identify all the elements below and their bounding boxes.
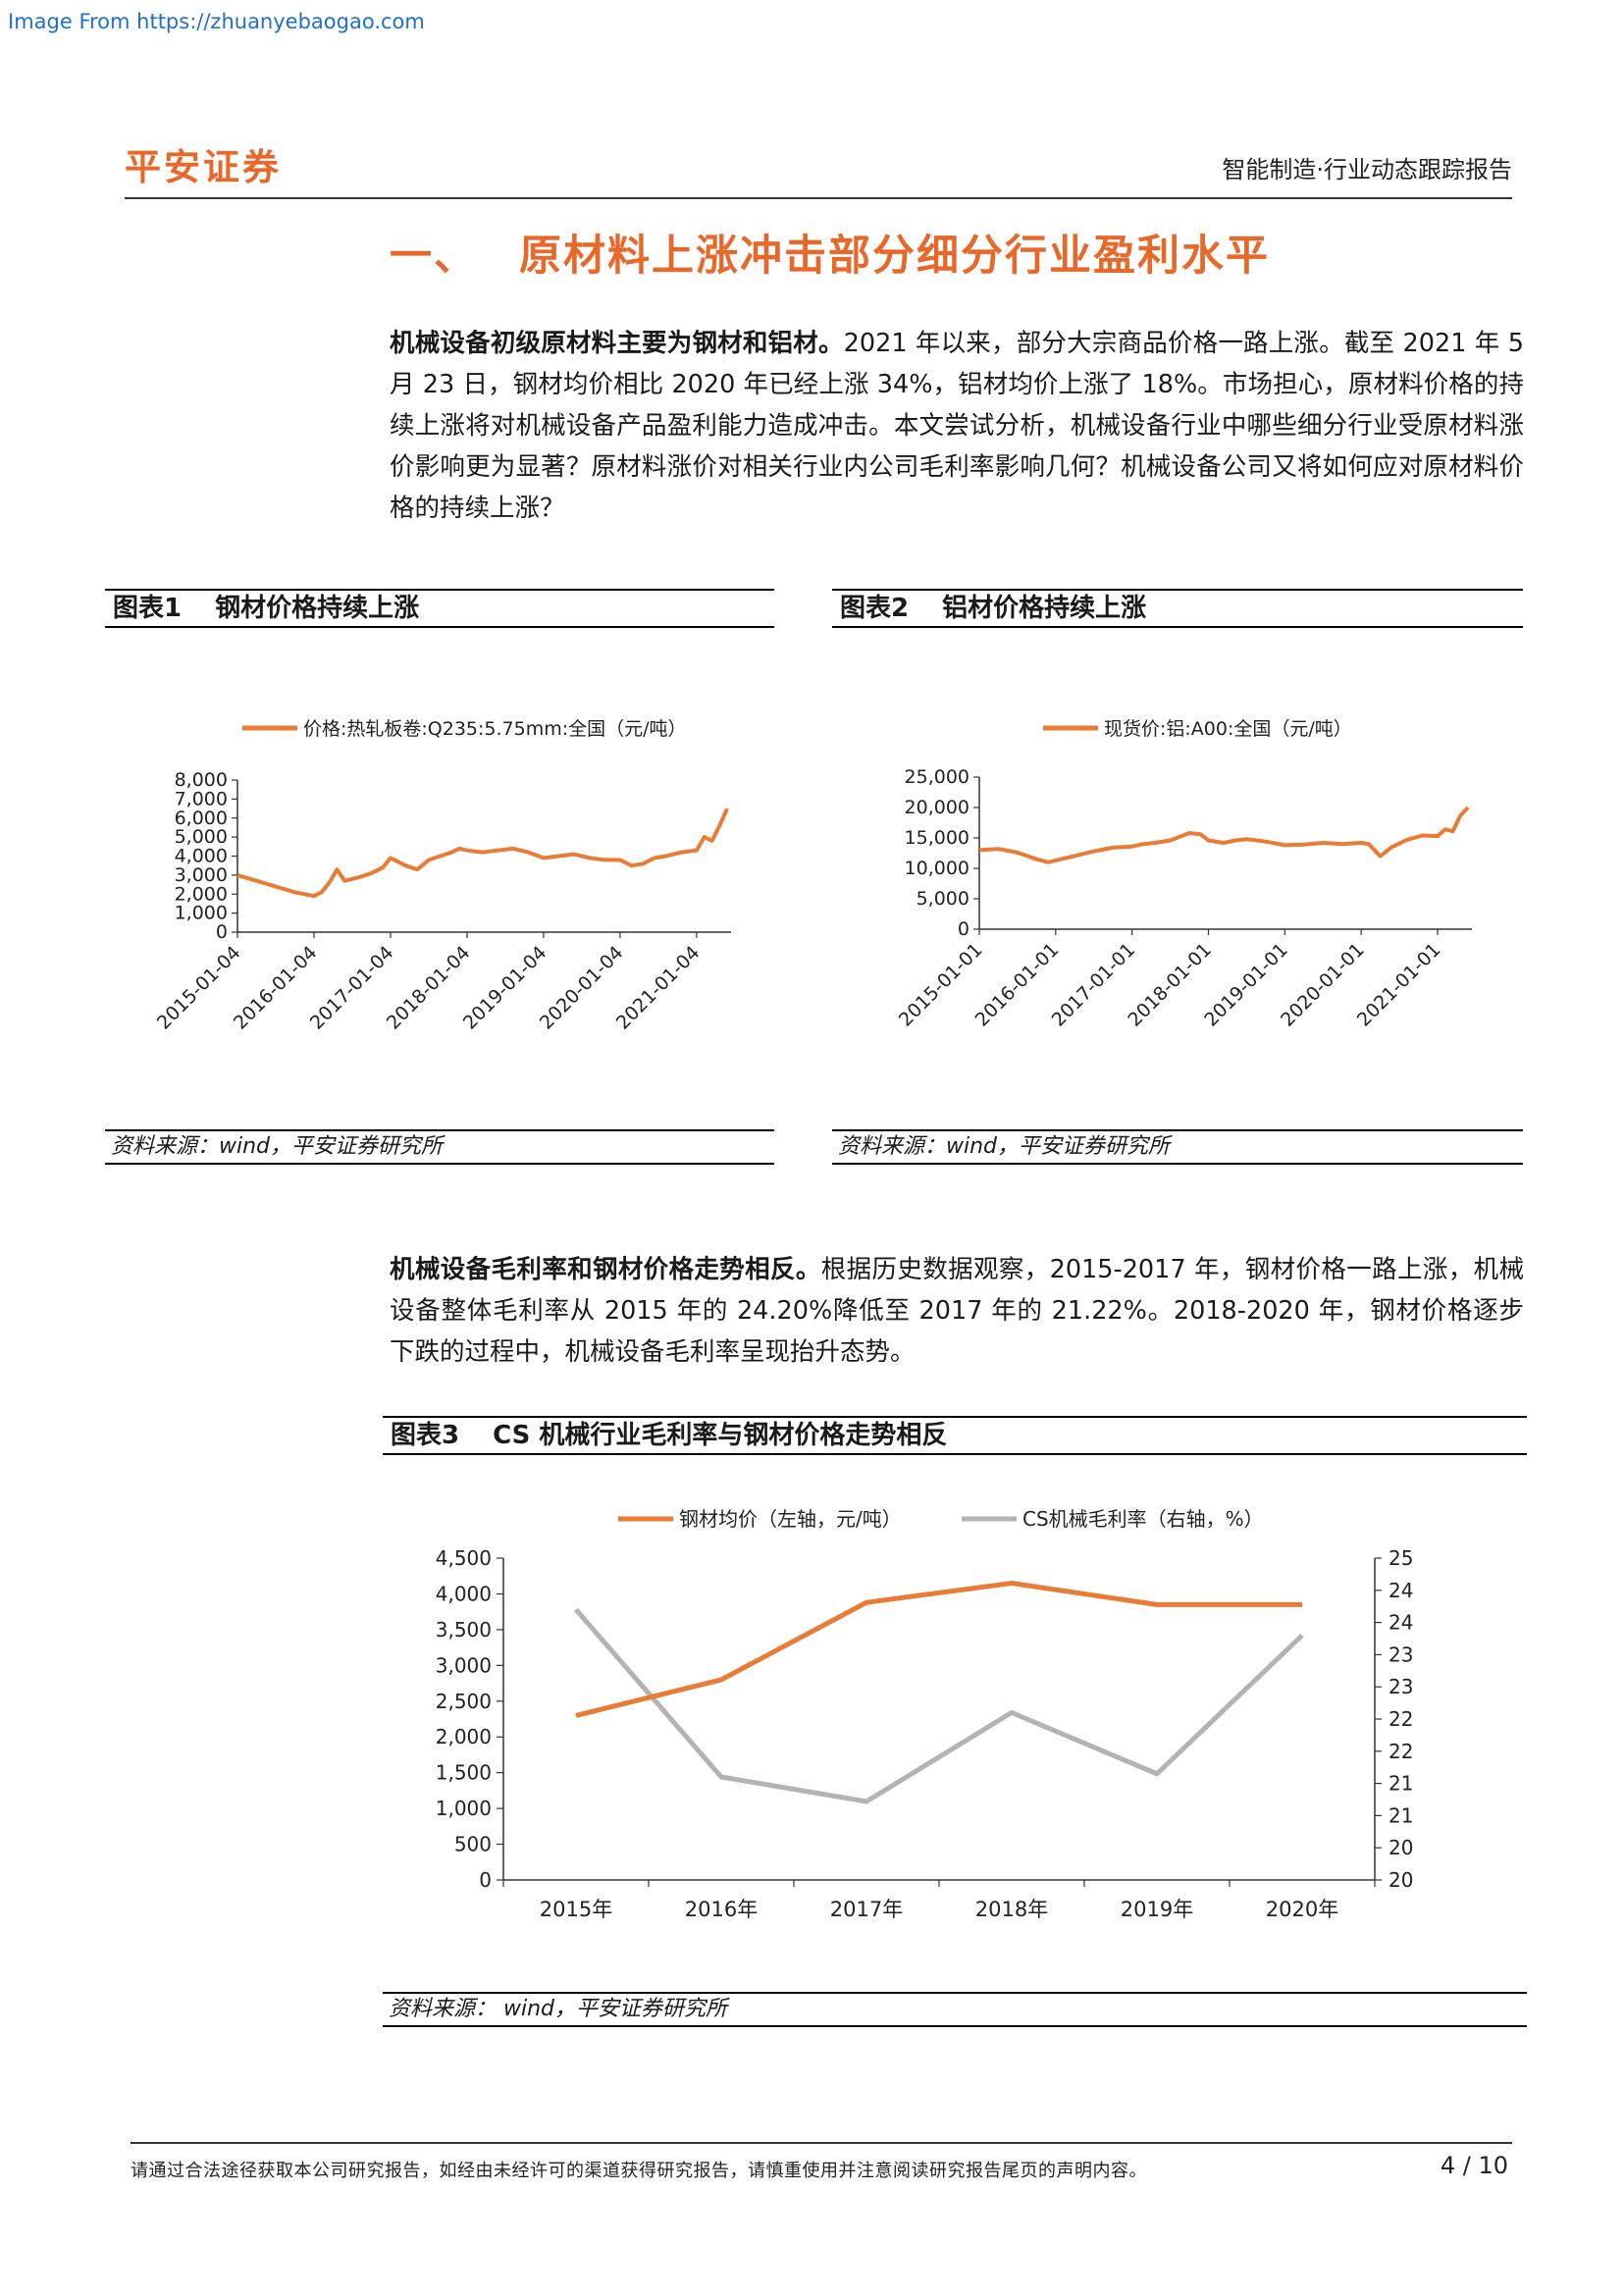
margin-chart-left-tick-label: 3,500: [436, 1618, 492, 1642]
margin-chart-left-tick-label: 0: [479, 1868, 492, 1892]
margin-chart-legend-label: 钢材均价（左轴，元/吨）: [679, 1507, 902, 1531]
intro-paragraph: 机械设备初级原材料主要为钢材和铝材。2021 年以来，部分大宗商品价格一路上涨。…: [390, 323, 1524, 529]
header-divider: [125, 197, 1512, 199]
figure-3-label: 图表3: [391, 1421, 460, 1450]
margin-chart-legend-label: CS机械毛利率（右轴，%）: [1022, 1507, 1264, 1531]
margin-chart-right-tick-label: 20: [1388, 1868, 1413, 1892]
margin-chart-right-tick-label: 24: [1388, 1611, 1413, 1635]
aluminum-chart-y-tick-label: 10,000: [905, 858, 969, 879]
aluminum-price-chart: 现货价:铝:A00:全国（元/吨） 25,000 20,000 15,000 10,00…: [895, 718, 1472, 1031]
margin-chart-left-tick-label: 500: [454, 1833, 492, 1856]
margin-chart-right-tick-label: 23: [1388, 1643, 1413, 1666]
company-logo: 平安证券: [125, 146, 282, 188]
margin-chart-category-label: 2020年: [1266, 1898, 1338, 1921]
steel-price-line: [575, 1581, 1302, 1718]
margin-rate-line: [574, 1607, 1304, 1804]
steel-chart-y-tick-label: 8,000: [175, 769, 228, 791]
margin-chart-left-tick-label: 1,500: [436, 1761, 492, 1785]
figure-1-source: 资料来源：wind，平安证券研究所: [105, 1129, 774, 1165]
aluminum-chart-y-tick-label: 0: [958, 918, 969, 940]
analysis-lead: 机械设备毛利率和钢材价格走势相反。: [390, 1255, 821, 1284]
source-watermark[interactable]: Image From https://zhuanyebaogao.com: [8, 10, 425, 33]
margin-chart-right-tick-label: 23: [1388, 1675, 1413, 1698]
margin-chart-right-tick-label: 25: [1388, 1546, 1413, 1570]
aluminum-chart-y-tick-label: 15,000: [905, 827, 969, 849]
footer-disclaimer: 请通过合法途径获取本公司研究报告，如经由未经许可的渠道获得研究报告，请慎重使用并…: [131, 2161, 1147, 2181]
analysis-body: 根据历史数据观察，2015-2017 年，钢材价格一路上涨，机械设备整体毛利率从…: [390, 1255, 1524, 1367]
margin-chart-left-tick-label: 4,000: [436, 1582, 492, 1605]
aluminum-chart-y-tick-label: 5,000: [917, 888, 969, 910]
figure-3-header: 图表3 CS 机械行业毛利率与钢材价格走势相反: [383, 1416, 1527, 1455]
margin-chart-category-label: 2017年: [830, 1898, 903, 1921]
figure-3-title: CS 机械行业毛利率与钢材价格走势相反: [493, 1421, 948, 1450]
figure-2-source: 资料来源：wind，平安证券研究所: [832, 1129, 1523, 1165]
page-number: 4 / 10: [1440, 2152, 1508, 2179]
margin-chart-right-tick-label: 20: [1388, 1836, 1413, 1859]
margin-chart-right-tick-label: 22: [1388, 1707, 1413, 1731]
steel-chart-legend-label: 价格:热轧板卷:Q235:5.75mm:全国（元/吨）: [303, 718, 687, 740]
steel-chart-y-tick-label: 7,000: [175, 788, 228, 809]
steel-chart-y-tick-label: 6,000: [175, 808, 228, 829]
steel-chart-y-tick-label: 0: [216, 921, 228, 943]
margin-chart-right-tick-label: 21: [1388, 1772, 1413, 1796]
steel-chart-y-tick-label: 1,000: [175, 903, 228, 924]
margin-chart-category-label: 2019年: [1121, 1898, 1193, 1921]
margin-chart-right-tick-label: 22: [1388, 1740, 1413, 1763]
steel-chart-series-line: [236, 808, 729, 899]
margin-chart-left-tick-label: 4,500: [436, 1546, 492, 1570]
margin-vs-steel-chart: 钢材均价（左轴，元/吨） CS机械毛利率（右轴，%） 4,500 4,000 3,500…: [436, 1507, 1414, 1921]
figure-1-label: 图表1: [113, 594, 183, 623]
section-heading: 一、 原材料上涨冲击部分细分行业盈利水平: [390, 222, 1270, 283]
margin-chart-right-tick-label: 21: [1388, 1803, 1413, 1827]
figure-3-source: 资料来源： wind，平安证券研究所: [383, 1992, 1527, 2027]
figure-2-title: 铝材价格持续上涨: [942, 594, 1147, 623]
report-type-label: 智能制造·行业动态跟踪报告: [1222, 156, 1512, 183]
footer-divider: [131, 2142, 1512, 2144]
steel-chart-y-tick-label: 4,000: [175, 846, 228, 867]
analysis-paragraph: 机械设备毛利率和钢材价格走势相反。根据历史数据观察，2015-2017 年，钢材…: [390, 1249, 1524, 1373]
aluminum-chart-y-tick-label: 25,000: [905, 766, 969, 788]
aluminum-chart-series-line: [978, 806, 1470, 864]
steel-chart-y-tick-label: 2,000: [175, 883, 228, 905]
margin-chart-category-label: 2016年: [685, 1898, 758, 1921]
steel-chart-y-tick-label: 5,000: [175, 826, 228, 848]
figure-2-header: 图表2 铝材价格持续上涨: [832, 589, 1523, 628]
margin-chart-left-tick-label: 3,000: [436, 1653, 492, 1677]
section-title-text: 原材料上涨冲击部分细分行业盈利水平: [519, 232, 1270, 281]
margin-chart-left-tick-label: 2,000: [436, 1725, 492, 1748]
aluminum-chart-legend-label: 现货价:铝:A00:全国（元/吨）: [1104, 718, 1352, 740]
figure-1-header: 图表1 钢材价格持续上涨: [105, 589, 774, 628]
figure-2-label: 图表2: [840, 594, 910, 623]
section-number: 一、: [390, 232, 478, 281]
intro-lead: 机械设备初级原材料主要为钢材和铝材。: [390, 329, 844, 358]
margin-chart-left-tick-label: 2,500: [436, 1690, 492, 1713]
figure-1-title: 钢材价格持续上涨: [215, 594, 420, 623]
intro-body: 2021 年以来，部分大宗商品价格一路上涨。截至 2021 年 5 月 23 日…: [390, 329, 1524, 523]
margin-chart-left-tick-label: 1,000: [436, 1797, 492, 1820]
margin-chart-category-label: 2015年: [540, 1898, 612, 1921]
margin-chart-right-tick-label: 24: [1388, 1579, 1413, 1602]
aluminum-chart-y-tick-label: 20,000: [905, 797, 969, 818]
steel-price-chart: 价格:热轧板卷:Q235:5.75mm:全国（元/吨） 8,0007,0006,0…: [153, 718, 731, 1034]
steel-chart-y-tick-label: 3,000: [175, 864, 228, 886]
margin-chart-category-label: 2018年: [975, 1898, 1048, 1921]
